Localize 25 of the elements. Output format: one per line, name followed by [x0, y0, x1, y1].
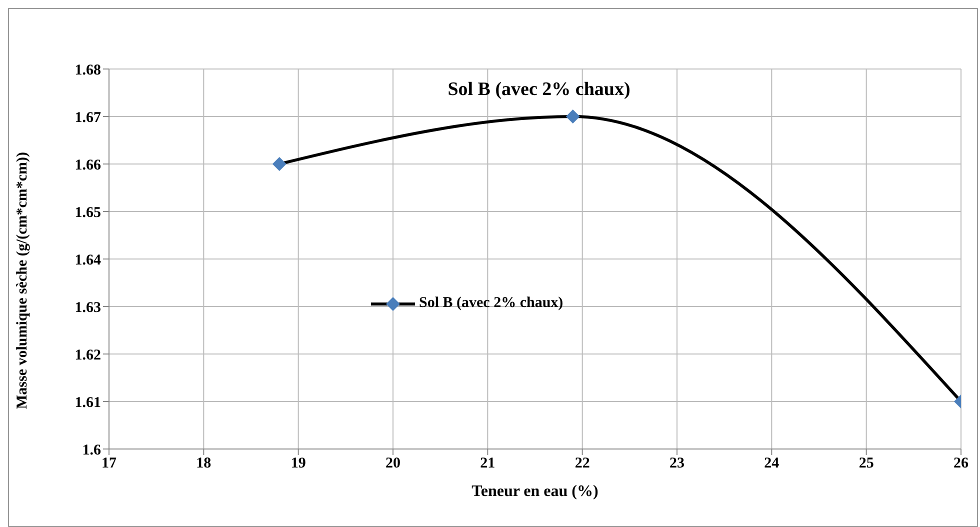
y-tick-label: 1.62	[74, 347, 101, 364]
point	[566, 110, 580, 124]
y-tick-label: 1.63	[74, 300, 101, 316]
legend-label: Sol B (avec 2% chaux)	[419, 295, 564, 312]
y-tick-label: 1.68	[74, 62, 101, 78]
x-tick-label: 22	[574, 456, 590, 472]
x-tick-label: 26	[954, 456, 969, 472]
x-axis-title: Teneur en eau (%)	[472, 483, 598, 500]
x-tick-label: 21	[480, 456, 496, 472]
y-tick-label: 1.65	[74, 204, 101, 221]
x-tick-label: 17	[102, 456, 117, 472]
y-axis-title: Masse volumique sèche (g/(cm*cm*cm))	[14, 152, 30, 409]
x-tick-label: 25	[858, 456, 874, 472]
y-tick-label: 1.66	[74, 157, 102, 174]
point	[272, 157, 286, 171]
text: Sol B (avec 2% chaux)	[446, 79, 632, 101]
x-tick-label: 20	[386, 456, 400, 472]
x-tick-label: 24	[764, 456, 780, 472]
y-tick-label: 1.61	[74, 394, 101, 411]
x-tick-label: 19	[290, 456, 306, 472]
x-tick-label: 18	[196, 456, 212, 472]
x-tick-label: 23	[670, 456, 684, 472]
y-tick-label: 1.6	[82, 442, 102, 458]
y-tick-label: 1.64	[74, 252, 102, 268]
y-tick-label: 1.67	[74, 110, 102, 126]
